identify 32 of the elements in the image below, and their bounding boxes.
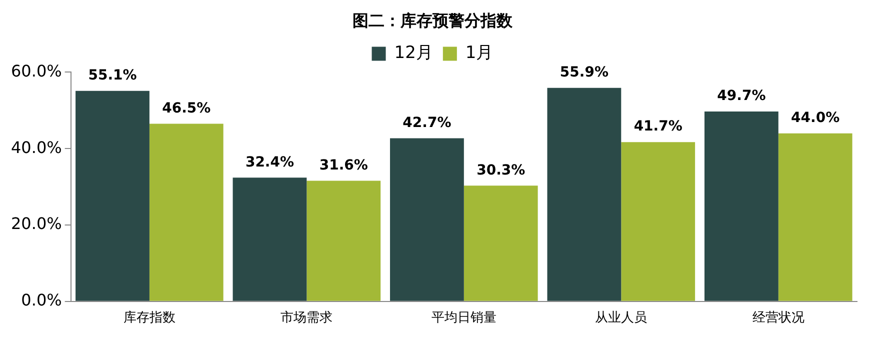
data-label: 55.1% xyxy=(88,68,137,84)
data-label: 46.5% xyxy=(162,100,211,116)
data-label: 41.7% xyxy=(634,118,682,135)
x-tick-label: 平均日销量 xyxy=(431,310,496,326)
bar xyxy=(149,124,224,301)
bar xyxy=(621,142,696,301)
data-label: 30.3% xyxy=(476,162,526,178)
legend-label: 1月 xyxy=(465,43,494,64)
data-label: 44.0% xyxy=(791,110,840,126)
data-label: 49.7% xyxy=(717,88,766,104)
legend-label: 12月 xyxy=(394,43,433,64)
data-label: 31.6% xyxy=(319,157,368,174)
bar xyxy=(778,133,852,301)
bar xyxy=(306,180,381,301)
data-label: 55.9% xyxy=(560,64,608,81)
data-label: 42.7% xyxy=(402,114,452,131)
chart-title: 图二：库存预警分指数 xyxy=(352,10,514,30)
bar xyxy=(704,112,778,301)
bar xyxy=(232,178,307,301)
bar xyxy=(390,138,464,301)
bar xyxy=(547,88,622,301)
bar xyxy=(464,186,538,301)
x-tick-label: 库存指数 xyxy=(123,310,176,326)
y-tick-label: 60.0% xyxy=(11,61,62,80)
data-label: 32.4% xyxy=(245,154,294,170)
x-tick-label: 市场需求 xyxy=(280,310,333,326)
y-tick-label: 0.0% xyxy=(21,290,62,310)
y-tick-label: 40.0% xyxy=(11,138,62,157)
x-tick-label: 从业人员 xyxy=(595,310,648,326)
y-tick-label: 20.0% xyxy=(11,214,62,234)
x-tick-label: 经营状况 xyxy=(752,310,804,326)
bar xyxy=(76,90,150,301)
